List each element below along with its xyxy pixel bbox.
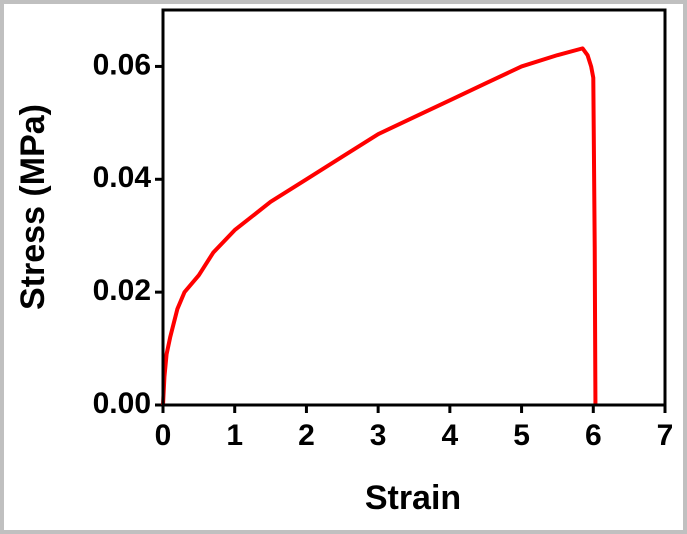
plot-frame (161, 8, 667, 407)
x-tick-label: 0 (155, 419, 172, 452)
x-tick-label: 2 (298, 419, 315, 452)
y-tick-label: 0.00 (93, 387, 151, 420)
x-axis-label: Strain (365, 479, 461, 517)
chart-background (4, 4, 683, 530)
x-tick-label: 1 (226, 419, 243, 452)
x-tick-label: 3 (370, 419, 387, 452)
x-tick-label: 7 (657, 419, 674, 452)
data-line (161, 46, 598, 406)
x-tick-label: 4 (442, 419, 459, 452)
y-tick-label: 0.04 (93, 161, 152, 194)
y-tick-label: 0.02 (93, 274, 151, 307)
y-axis-label: Stress (MPa) (14, 104, 52, 310)
x-tick-label: 6 (585, 419, 602, 452)
y-tick-label: 0.06 (93, 48, 151, 81)
x-tick-label: 5 (513, 419, 530, 452)
